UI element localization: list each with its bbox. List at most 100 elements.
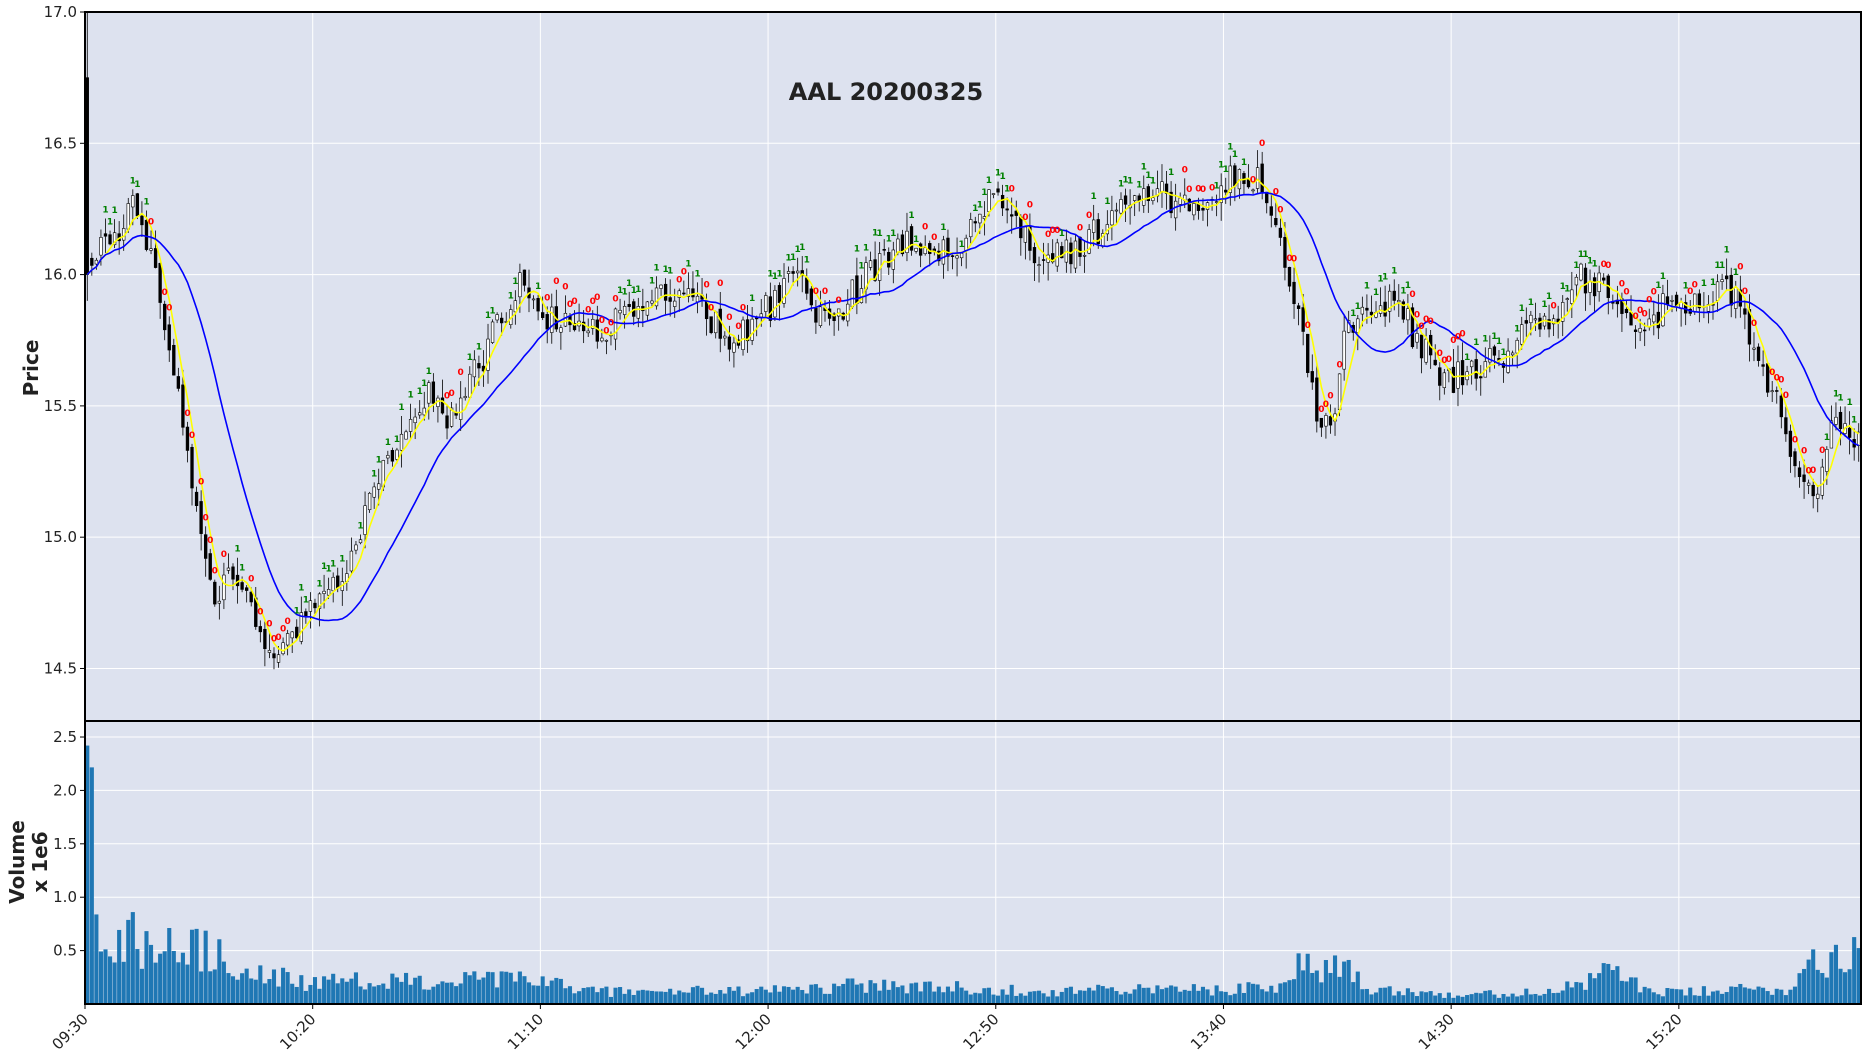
signal-marker: 1 [1683, 282, 1689, 292]
signal-marker: 0 [1619, 280, 1625, 290]
volume-bar [399, 981, 404, 1004]
candle-body [1565, 298, 1569, 300]
volume-bar [745, 993, 750, 1004]
candle-body [1005, 208, 1009, 211]
volume-bar [522, 976, 527, 1004]
signal-marker: 0 [1819, 446, 1825, 456]
volume-bar [545, 986, 550, 1004]
candle-body [1306, 333, 1310, 373]
volume-bar [1751, 989, 1757, 1004]
candle-body [240, 582, 244, 590]
volume-bar [481, 977, 486, 1004]
candle-body [636, 306, 640, 319]
signal-marker: 0 [1022, 213, 1028, 223]
signal-marker: 0 [1250, 175, 1256, 185]
candle-body [1369, 311, 1374, 316]
volume-bar [1597, 973, 1602, 1004]
candle-body [317, 593, 322, 609]
volume-bar [1574, 982, 1579, 1004]
candle-body [591, 319, 595, 329]
candle-body [1388, 290, 1392, 312]
volume-bar [1314, 970, 1319, 1004]
signal-marker: 1 [1405, 281, 1411, 291]
signal-marker: 1 [1145, 171, 1151, 181]
volume-bar [1219, 991, 1224, 1004]
volume-bar [891, 981, 896, 1004]
candle-body [718, 308, 722, 339]
signal-marker: 1 [407, 391, 413, 401]
x-tick-label: 10:20 [276, 1010, 319, 1053]
volume-bar [1373, 992, 1379, 1004]
volume-bar [850, 978, 855, 1004]
candle-body [181, 384, 185, 428]
volume-bar [1032, 991, 1037, 1004]
volume-bar [536, 985, 541, 1004]
candle-body [1633, 329, 1638, 332]
volume-bar [923, 981, 928, 1004]
signal-marker: 0 [922, 222, 928, 232]
candle-body [386, 455, 390, 459]
candle-body [258, 626, 262, 633]
candle-body [226, 567, 231, 571]
volume-bar [148, 944, 154, 1004]
candle-body [663, 283, 668, 301]
candle-body [759, 313, 763, 318]
volume-bar [1310, 972, 1315, 1004]
candle-body [358, 539, 363, 544]
signal-marker: 1 [1587, 257, 1593, 267]
volume-bar [918, 991, 923, 1004]
volume-bar [827, 993, 832, 1004]
candle-body [1114, 209, 1119, 212]
volume-bar [959, 987, 964, 1004]
signal-marker: 0 [1418, 322, 1424, 332]
x-tick-label: 15:20 [1642, 1010, 1685, 1053]
signal-marker: 1 [1473, 338, 1479, 348]
candle-body [158, 262, 162, 303]
volume-bar [690, 987, 695, 1004]
volume-bar [649, 990, 655, 1004]
candle-body [1224, 189, 1228, 193]
candle-body [495, 314, 499, 321]
candle-body [1260, 163, 1264, 194]
volume-bar [595, 992, 600, 1004]
volume-bar [1173, 986, 1178, 1004]
volume-bar [1533, 993, 1538, 1004]
candle-body [987, 189, 991, 212]
volume-axis-label: Volume [5, 820, 29, 904]
volume-bar [358, 986, 363, 1004]
candle-body [868, 260, 873, 268]
volume-bar [1665, 988, 1670, 1004]
signal-marker: 0 [1305, 321, 1311, 331]
candle-body [1246, 179, 1251, 188]
candle-body [896, 238, 900, 253]
candle-body [887, 251, 891, 268]
candle-body [204, 534, 208, 559]
signal-marker: 1 [986, 176, 992, 186]
candle-body [550, 306, 554, 333]
volume-bar [1182, 989, 1187, 1004]
volume-bar [1405, 988, 1410, 1004]
candle-body [1442, 372, 1446, 388]
volume-bar [408, 984, 413, 1004]
signal-marker: 1 [694, 269, 700, 279]
signal-marker: 0 [1605, 261, 1611, 271]
candle-body [786, 271, 791, 274]
volume-bar [727, 986, 732, 1004]
signal-marker: 1 [776, 269, 782, 279]
volume-bar [1150, 993, 1155, 1004]
volume-bar [1460, 996, 1465, 1004]
signal-marker: 0 [444, 391, 450, 401]
moving-average-lines [86, 177, 1860, 652]
candle-body [1479, 376, 1483, 379]
signal-marker: 0 [221, 550, 227, 560]
candle-body [1132, 195, 1137, 201]
candle-body [540, 312, 545, 318]
signal-marker: 1 [485, 311, 491, 321]
signal-marker: 0 [1009, 185, 1015, 195]
volume-bar [813, 984, 818, 1004]
signal-marker: 0 [585, 305, 591, 315]
volume-panel-frame [84, 720, 1862, 1005]
volume-bar [863, 992, 869, 1004]
volume-bar [1483, 990, 1488, 1004]
volume-bar [900, 985, 905, 1004]
